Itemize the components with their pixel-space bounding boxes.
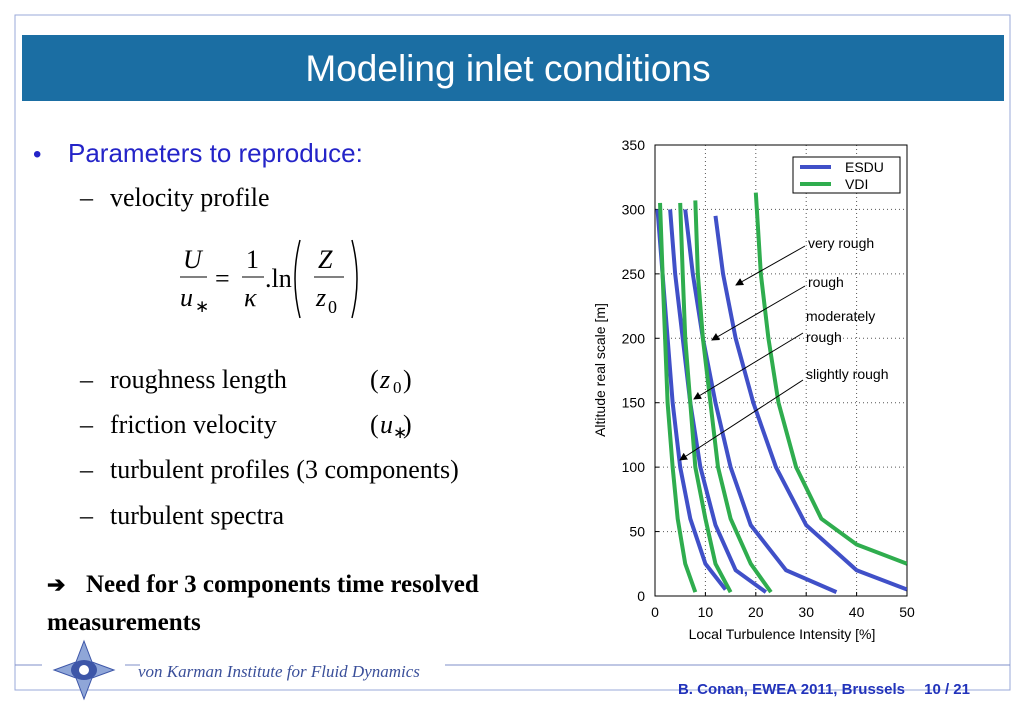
paren: ): [403, 410, 412, 439]
eq-star: ∗: [195, 297, 209, 316]
x-tick-label: 50: [899, 604, 915, 620]
dash: –: [79, 365, 94, 394]
annotation: moderately: [806, 308, 875, 324]
annotation: slightly rough: [806, 366, 889, 382]
annotation-arrow: [711, 285, 806, 341]
paren: ): [403, 365, 412, 394]
eq-one: 1: [246, 245, 259, 274]
annotation: rough: [808, 274, 844, 290]
symbol-sub: 0: [393, 378, 402, 397]
y-tick-label: 0: [637, 588, 645, 604]
y-axis-label: Altitude real scale [m]: [592, 303, 608, 437]
y-tick-label: 250: [622, 266, 646, 282]
curve: [678, 202, 733, 594]
subitem-label: velocity profile: [110, 183, 270, 212]
legend-box: [792, 156, 901, 194]
paren: (: [370, 365, 379, 394]
eq-U: U: [183, 245, 204, 274]
subitem-label: friction velocity: [110, 410, 277, 439]
footer-page: 10 / 21: [924, 681, 970, 698]
footer-institute: von Karman Institute for Fluid Dynamics: [138, 662, 420, 681]
legend-label: VDI: [845, 176, 868, 192]
curve: [658, 202, 698, 593]
curve: [753, 192, 907, 566]
annotation-arrow: [735, 245, 806, 286]
dash: –: [79, 183, 94, 212]
eq-kappa: κ: [244, 283, 257, 312]
dash: –: [79, 501, 94, 530]
symbol: u: [380, 410, 393, 439]
y-tick-label: 150: [622, 395, 646, 411]
y-tick-label: 100: [622, 459, 646, 475]
subitem-label: roughness length: [110, 365, 287, 394]
curve: [683, 209, 838, 594]
x-tick-label: 30: [798, 604, 814, 620]
annotation: very rough: [808, 235, 874, 251]
eq-z: z: [315, 283, 326, 312]
symbol-sub: ∗: [393, 423, 407, 442]
eq-ln: .ln: [265, 264, 292, 293]
y-tick-label: 50: [629, 524, 645, 540]
curve: [668, 209, 768, 594]
plot-frame: [654, 144, 908, 597]
curve: [693, 200, 773, 594]
conclusion-line: Need for 3 components time resolved: [86, 571, 479, 598]
eq-u: u: [180, 283, 193, 312]
legend-label: ESDU: [845, 159, 884, 175]
dash: –: [79, 455, 94, 484]
x-tick-label: 0: [651, 604, 659, 620]
y-tick-label: 200: [622, 330, 646, 346]
conclusion-arrow: ➔: [47, 572, 65, 597]
bullet-text: Parameters to reproduce:: [68, 138, 363, 168]
y-tick-label: 300: [622, 201, 646, 217]
slide-title: Modeling inlet conditions: [305, 48, 710, 89]
footer-citation: B. Conan, EWEA 2011, Brussels: [678, 681, 905, 698]
curve: [713, 215, 907, 592]
y-tick-label: 350: [622, 137, 646, 153]
slide-border: [14, 14, 1011, 691]
subitem-label: turbulent profiles (3 components): [110, 455, 459, 484]
dash: –: [79, 410, 94, 439]
symbol: z: [379, 365, 390, 394]
logo: [52, 639, 116, 701]
paren-right: [351, 239, 358, 319]
bullet-mark: •: [33, 141, 41, 168]
annotation-arrow: [679, 379, 804, 461]
x-tick-label: 20: [748, 604, 764, 620]
eq-equals: =: [215, 264, 230, 293]
annotation-arrow: [693, 332, 804, 400]
annotation: rough: [806, 329, 842, 345]
paren: (: [370, 410, 379, 439]
x-axis-label: Local Turbulence Intensity [%]: [689, 626, 876, 642]
title-bar: [22, 35, 1004, 101]
paren-left: [294, 239, 301, 319]
eq-zero: 0: [328, 297, 337, 317]
conclusion-line: measurements: [47, 609, 201, 636]
eq-Z: Z: [318, 245, 333, 274]
x-tick-label: 10: [698, 604, 714, 620]
subitem-label: turbulent spectra: [110, 501, 284, 530]
x-tick-label: 40: [849, 604, 865, 620]
